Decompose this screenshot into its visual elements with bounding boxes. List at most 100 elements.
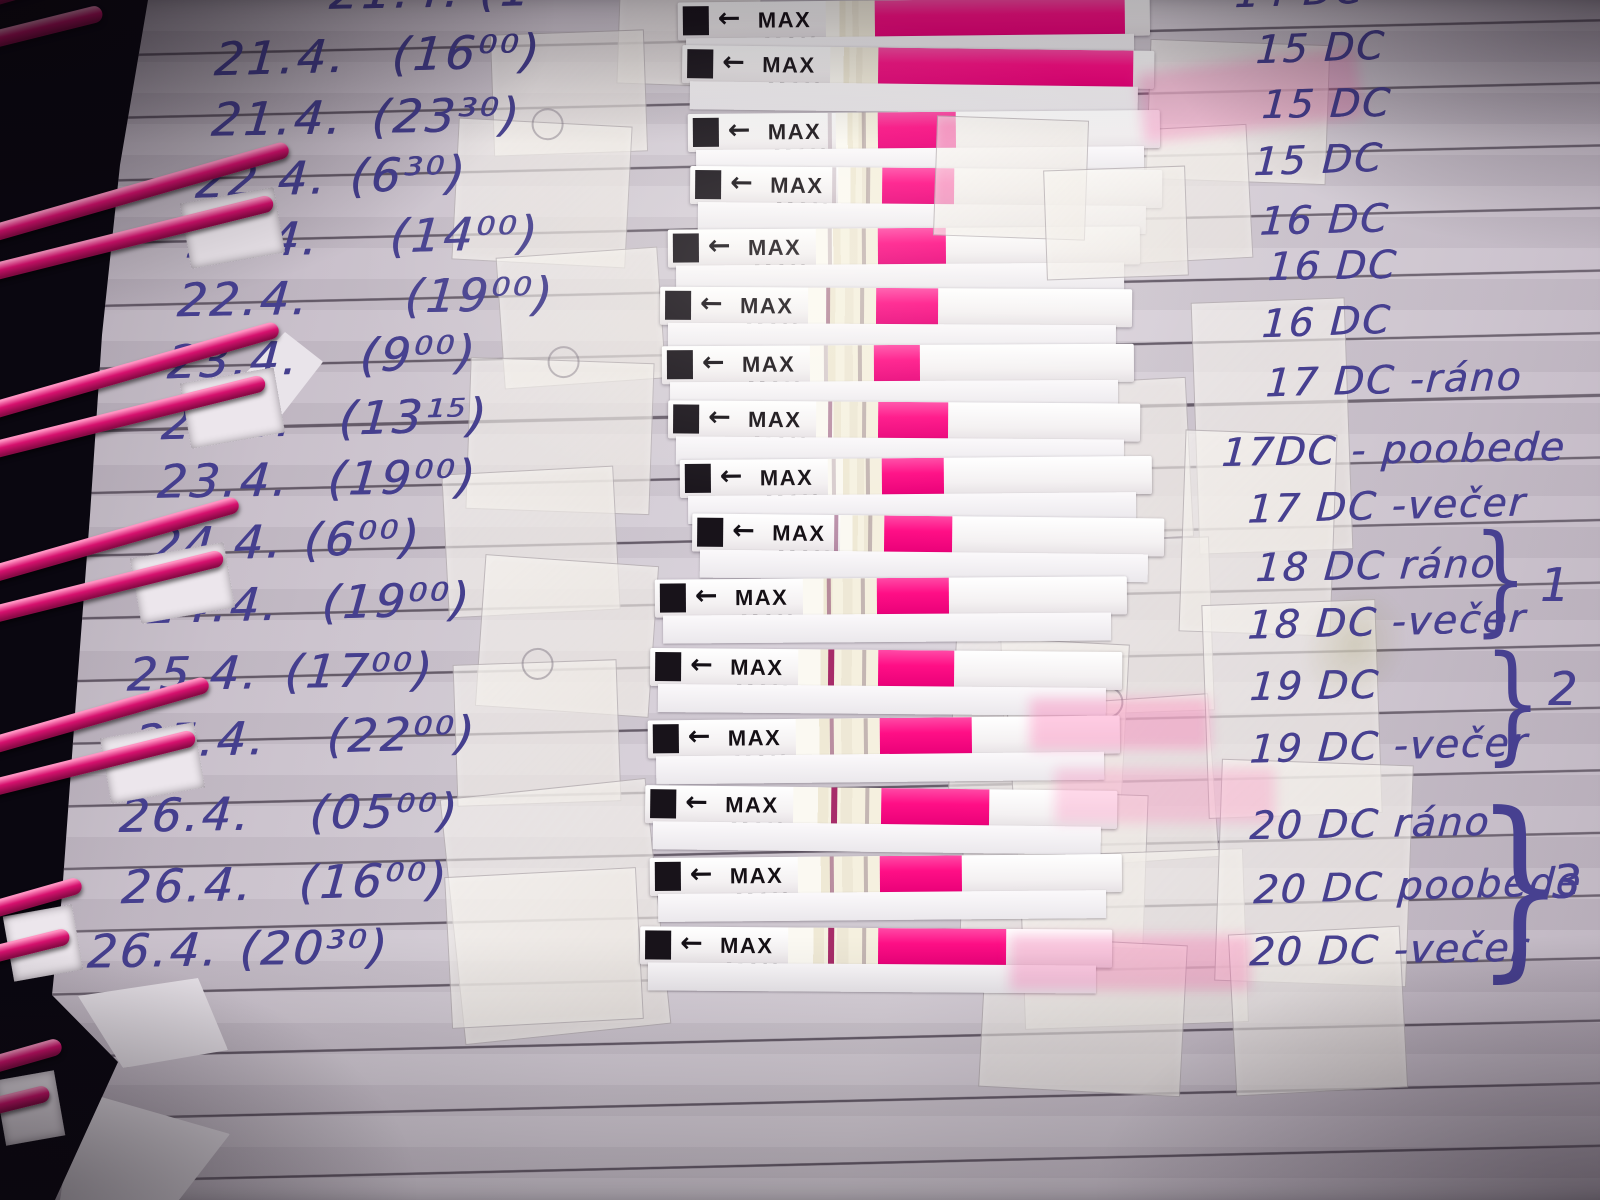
cycle-day-entry: 20 DC ráno <box>1248 799 1492 850</box>
strip-backing <box>657 684 1107 716</box>
strip-black-block <box>692 117 719 148</box>
test-strip: ←MAX←MAX <box>681 45 1155 119</box>
cycle-day-entry: 15 DC <box>1260 80 1393 129</box>
strip-backing <box>652 821 1102 855</box>
strip-black-block <box>654 861 681 892</box>
test-strip: ←MAX←MAX <box>654 576 1128 647</box>
dye-pad <box>877 928 1007 967</box>
control-line <box>867 515 873 554</box>
test-strip: ←MAX←MAX <box>644 785 1118 859</box>
spiral-coil <box>0 140 400 315</box>
dye-pad <box>879 717 973 757</box>
dye-pad <box>880 788 990 828</box>
test-strip: ←MAX←MAX <box>647 715 1121 789</box>
strip-black-block <box>697 517 724 547</box>
dye-pad <box>877 47 1134 89</box>
strip-black-block <box>687 49 714 79</box>
strip-black-block <box>695 169 722 200</box>
strip-black-block <box>684 463 711 494</box>
control-line <box>861 228 867 267</box>
strip-backing <box>663 612 1112 644</box>
control-line <box>861 401 867 440</box>
spiral-coil <box>0 1037 400 1195</box>
cycle-day-entry: 18 DC ráno <box>1254 541 1498 592</box>
strip-backing <box>689 81 1139 115</box>
strip-black-block <box>655 651 682 682</box>
control-line <box>861 649 867 688</box>
time: (23³⁰) <box>369 87 524 144</box>
test-line <box>831 458 837 497</box>
test-strip: ←MAX←MAX <box>649 647 1123 720</box>
test-line <box>827 649 835 688</box>
test-line <box>833 515 839 554</box>
cycle-day-entry: 15 DC <box>1252 135 1385 186</box>
spiral-coil <box>0 320 400 495</box>
spiral-coil <box>0 675 400 850</box>
spiral-coil <box>0 495 400 670</box>
date-entry: 21.4. (23³⁰) <box>209 87 524 146</box>
test-line <box>823 345 829 384</box>
test-line <box>831 167 837 206</box>
strip-black-block <box>645 930 672 960</box>
strip-black-block <box>650 789 677 819</box>
group-number: 1 <box>1540 558 1570 612</box>
group-number: 2 <box>1548 662 1578 716</box>
dye-pad <box>874 0 1126 39</box>
test-strip: ←MAX←MAX <box>649 853 1123 926</box>
control-line <box>860 578 866 617</box>
tape-piece <box>1043 165 1189 281</box>
strip-black-block <box>673 404 700 434</box>
dye-pad <box>877 401 949 441</box>
dye-pad <box>875 287 939 327</box>
time: (16⁰⁰) <box>389 23 544 82</box>
control-line <box>865 458 871 497</box>
cycle-day-entry: 16 DC <box>1258 196 1391 245</box>
date: 21.4. <box>209 90 347 147</box>
test-line <box>827 927 835 966</box>
control-line <box>861 112 867 151</box>
dye-pad <box>873 344 921 384</box>
cycle-day-entry: 16 DC <box>1266 242 1399 291</box>
dye-pad <box>879 855 963 895</box>
dye-pad <box>881 457 945 497</box>
control-line <box>857 345 863 384</box>
control-line <box>863 718 869 757</box>
strip-black-block <box>672 233 699 263</box>
test-line <box>825 287 831 326</box>
test-line <box>827 228 833 267</box>
time: (19⁰⁰) <box>402 266 558 324</box>
test-line <box>827 401 833 440</box>
spiral-coil <box>0 876 400 1030</box>
control-line <box>864 787 870 826</box>
spiral-coil <box>0 0 400 85</box>
strip-black-block <box>666 350 693 380</box>
control-line <box>865 167 871 206</box>
test-line <box>829 718 835 757</box>
strip-black-block <box>659 583 686 613</box>
control-line <box>863 856 869 895</box>
group-bracket: } <box>1483 629 1543 778</box>
cycle-day-entry: 16 DC <box>1260 297 1393 348</box>
control-line <box>859 287 865 326</box>
strip-black-block <box>682 6 710 36</box>
strip-black-block <box>652 724 680 754</box>
cycle-day-entry: 17DC - poobede <box>1220 425 1568 476</box>
test-line <box>827 112 833 151</box>
cycle-day-entry: 17 DC -ráno <box>1264 354 1524 407</box>
dye-pad <box>883 515 953 555</box>
strip-backing <box>656 751 1105 785</box>
group-number: 3 <box>1552 855 1582 909</box>
test-line <box>830 787 838 826</box>
group-bracket: } <box>1472 510 1528 649</box>
time: (14⁰⁰) <box>387 205 542 264</box>
test-line <box>829 856 835 895</box>
cycle-day-entry: 19 DC <box>1248 662 1381 711</box>
dye-pad <box>876 577 950 617</box>
test-strip: ←MAX←MAX <box>691 513 1165 587</box>
strip-backing <box>658 890 1107 922</box>
test-line <box>826 578 832 617</box>
strip-black-block <box>665 290 692 320</box>
cycle-day-entry: 15 DC <box>1254 23 1387 74</box>
strip-backing <box>647 962 1097 994</box>
